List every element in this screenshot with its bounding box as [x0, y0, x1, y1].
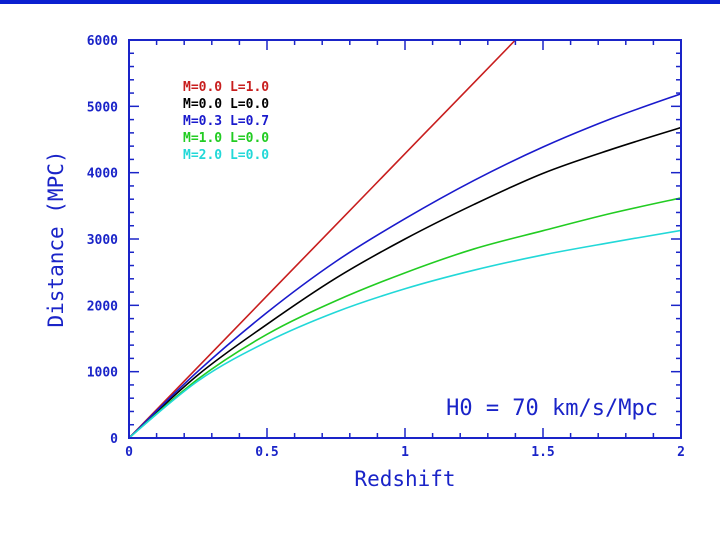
series-line-3 [129, 92, 681, 438]
x-tick-label: 1 [401, 445, 409, 460]
legend-entry-3: M=0.3 L=0.7 [183, 114, 269, 129]
y-tick-label: 1000 [87, 366, 118, 381]
series-line-2 [129, 126, 681, 438]
series-layer [129, 40, 681, 438]
x-tick-label: 0.5 [255, 445, 278, 460]
top-rule [0, 0, 720, 4]
legend: M=0.0 L=1.0 M=0.0 L=0.0 M=0.3 L=0.7 M=1.0 L… [183, 80, 269, 163]
legend-entry-5: M=2.0 L=0.0 [183, 148, 269, 163]
tick-labels: 0 0.5 1 1.5 2 0 1000 2000 3000 4000 5000 6000 [87, 34, 685, 460]
series-line-5 [129, 229, 681, 438]
x-tick-label: 2 [677, 445, 685, 460]
y-tick-label: 4000 [87, 167, 118, 182]
y-tick-label: 6000 [87, 34, 118, 49]
y-tick-label: 5000 [87, 100, 118, 115]
series-line-1 [129, 40, 516, 438]
y-tick-label: 0 [110, 432, 118, 447]
x-tick-label: 0 [125, 445, 133, 460]
axis-ticks [128, 39, 682, 439]
y-axis-title: Distance (MPC) [44, 150, 68, 327]
hubble-constant-annotation: H0 = 70 km/s/Mpc [446, 396, 658, 421]
series-line-4 [129, 197, 681, 438]
x-tick-label: 1.5 [531, 445, 554, 460]
legend-entry-1: M=0.0 L=1.0 [183, 80, 269, 95]
y-tick-label: 2000 [87, 299, 118, 314]
legend-entry-4: M=1.0 L=0.0 [183, 131, 269, 146]
legend-entry-2: M=0.0 L=0.0 [183, 97, 269, 112]
y-tick-label: 3000 [87, 233, 118, 248]
x-axis-title: Redshift [354, 467, 455, 491]
